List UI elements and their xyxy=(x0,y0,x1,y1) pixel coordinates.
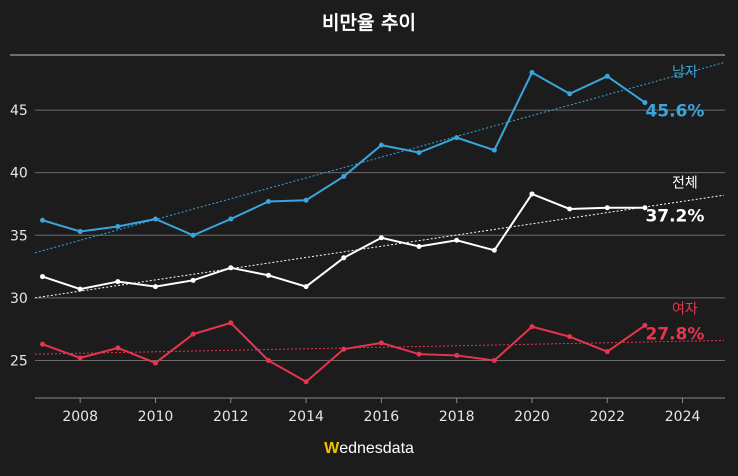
data-point xyxy=(228,265,234,271)
data-point xyxy=(152,216,158,222)
x-tick-label: 2016 xyxy=(364,409,400,425)
data-point xyxy=(341,255,347,261)
data-point xyxy=(529,191,535,197)
y-tick-label: 25 xyxy=(10,353,28,369)
data-point xyxy=(40,274,46,280)
data-point xyxy=(604,349,610,355)
x-tick-label: 2018 xyxy=(439,409,475,425)
series-1: 전체 37.2% xyxy=(34,176,725,299)
wednesdata-logo: Wednesdata xyxy=(324,440,414,457)
x-tick-label: 2022 xyxy=(589,409,625,425)
data-point xyxy=(378,142,384,148)
data-point xyxy=(341,346,347,352)
data-point xyxy=(77,229,83,235)
data-point xyxy=(190,232,196,238)
series-name-label: 여자 xyxy=(672,301,698,317)
data-point xyxy=(228,320,234,326)
data-point xyxy=(642,322,648,328)
series-0: 남자 45.6% xyxy=(34,62,725,254)
data-point xyxy=(115,224,121,229)
data-point xyxy=(604,73,610,79)
x-tick-label: 2020 xyxy=(514,409,550,425)
data-point xyxy=(642,100,648,106)
data-point xyxy=(303,284,309,290)
data-point xyxy=(265,272,271,278)
data-point xyxy=(40,217,46,223)
data-point xyxy=(265,198,271,204)
data-point xyxy=(228,216,234,222)
data-point xyxy=(190,331,196,337)
series-name-label: 남자 xyxy=(672,65,698,81)
data-point xyxy=(604,205,610,211)
series-line xyxy=(42,192,645,291)
data-point xyxy=(303,197,309,203)
series-2: 여자 27.8% xyxy=(34,301,725,385)
x-tick-label: 2008 xyxy=(62,409,98,425)
y-tick-label: 40 xyxy=(10,166,28,182)
y-tick-label: 45 xyxy=(10,103,28,119)
data-point xyxy=(491,247,497,253)
trend-line xyxy=(34,339,725,355)
series-name-label: 전체 xyxy=(672,176,698,192)
x-tick-label: 2014 xyxy=(288,409,324,425)
data-point xyxy=(567,206,573,212)
y-tick-label: 35 xyxy=(10,228,28,244)
data-point xyxy=(152,284,158,290)
data-point xyxy=(152,360,158,366)
data-point xyxy=(567,91,573,97)
x-tick-label: 2024 xyxy=(665,409,701,425)
data-point xyxy=(454,352,460,358)
data-point xyxy=(303,379,309,385)
data-point xyxy=(454,237,460,243)
series-end-value: 27.8% xyxy=(645,324,704,344)
data-point xyxy=(115,345,121,351)
data-point xyxy=(77,286,83,292)
data-point xyxy=(378,340,384,346)
data-point xyxy=(40,341,46,347)
data-point xyxy=(341,173,347,179)
data-point xyxy=(77,355,83,361)
data-point xyxy=(529,324,535,330)
data-point xyxy=(115,279,121,285)
series-end-value: 37.2% xyxy=(645,207,704,227)
data-point xyxy=(642,205,648,211)
x-tick-label: 2012 xyxy=(213,409,249,425)
series-line xyxy=(42,71,646,237)
data-point xyxy=(416,150,422,156)
trend-line xyxy=(34,194,725,299)
data-point xyxy=(567,334,573,340)
data-point xyxy=(529,70,535,76)
series-end-value: 45.6% xyxy=(645,102,704,122)
data-point xyxy=(416,351,422,357)
data-point xyxy=(454,135,460,141)
trend-line xyxy=(34,62,725,254)
x-tick-label: 2010 xyxy=(138,409,174,425)
data-point xyxy=(190,277,196,283)
data-point xyxy=(416,244,422,250)
data-point xyxy=(378,235,384,241)
chart-title: 비만율 추이 xyxy=(321,12,416,34)
y-tick-label: 30 xyxy=(10,291,28,307)
data-point xyxy=(491,147,497,153)
data-point xyxy=(265,357,271,363)
data-point xyxy=(491,357,497,363)
